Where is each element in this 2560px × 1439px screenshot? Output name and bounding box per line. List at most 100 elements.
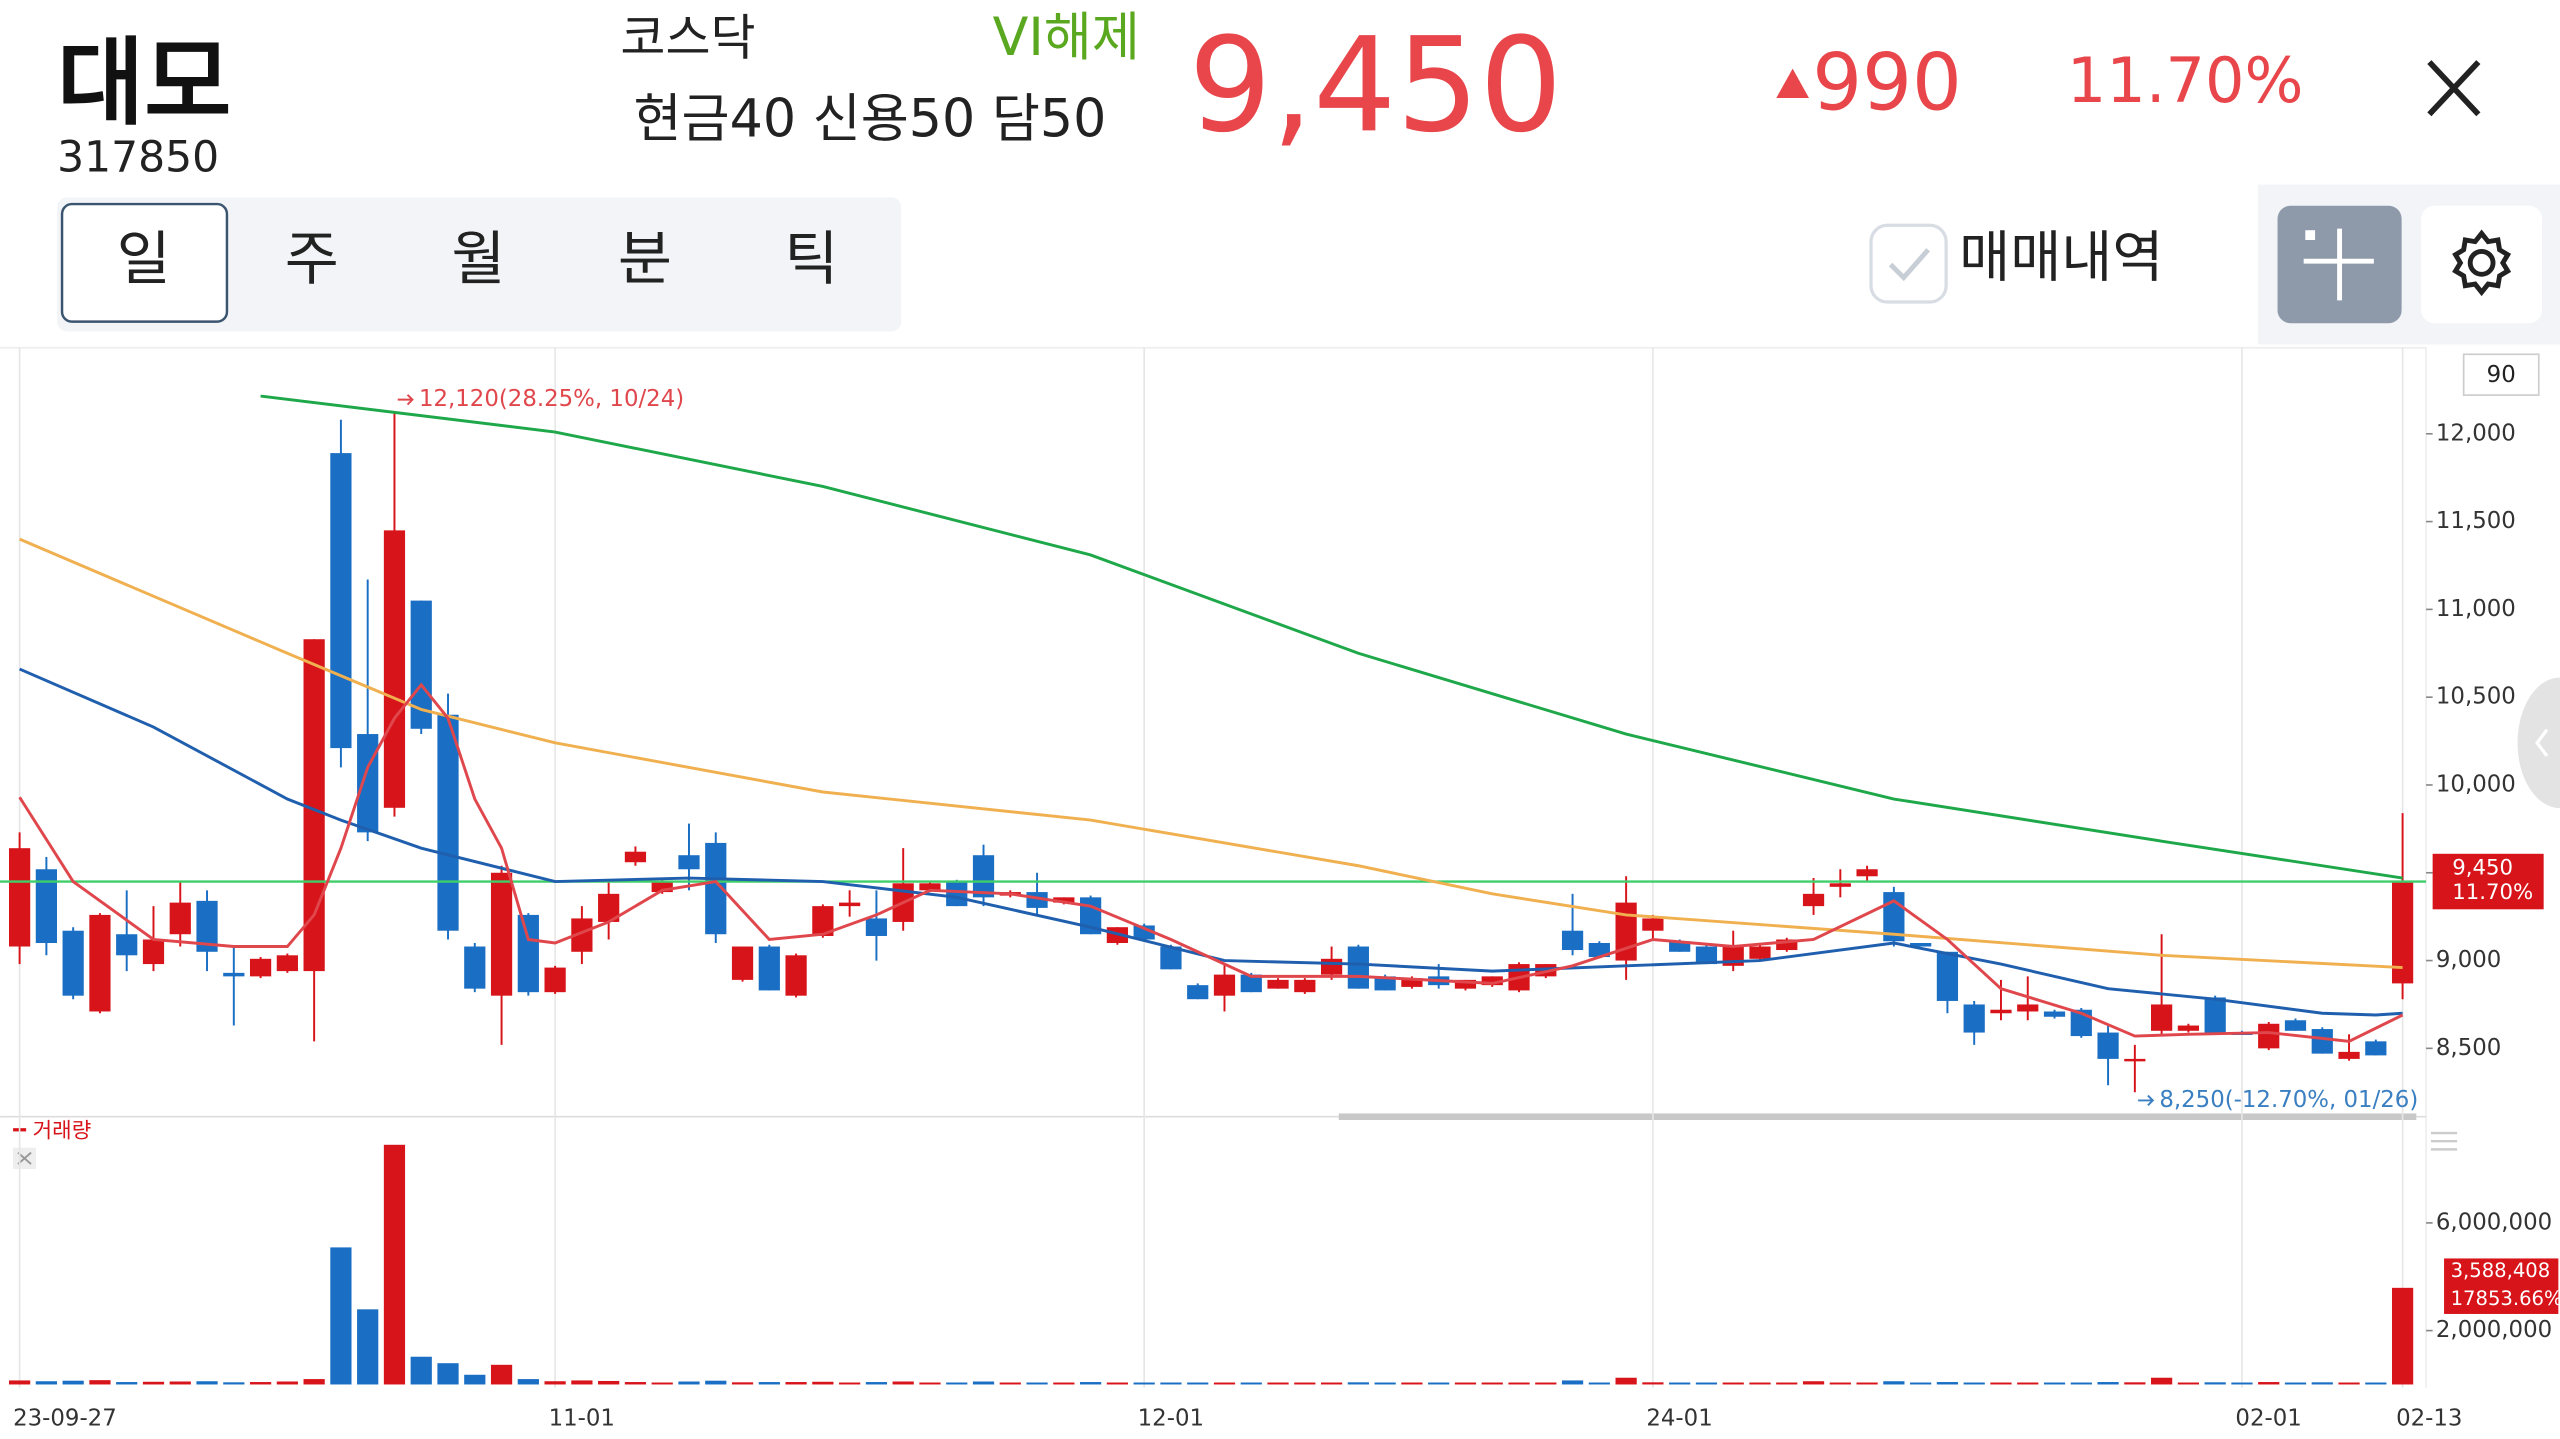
volume-bar <box>1749 1382 1771 1385</box>
candle-body <box>919 883 941 891</box>
moving-average <box>19 667 2403 1017</box>
candle-body <box>678 855 700 870</box>
candle-body <box>2097 1032 2119 1059</box>
candle-body <box>1829 883 1851 887</box>
candle-body <box>1561 930 1584 951</box>
x-tick-label: 02-01 <box>2235 1405 2301 1431</box>
candle-body <box>116 934 138 956</box>
volume-bar <box>383 1144 406 1385</box>
volume-bar <box>1053 1382 1075 1385</box>
candle-body <box>1669 941 1691 952</box>
candle-body <box>2311 1029 2333 1054</box>
volume-bar <box>223 1382 245 1385</box>
tab[interactable]: 틱 <box>784 224 838 293</box>
candle-body <box>2338 1051 2360 1059</box>
close-button[interactable] <box>2427 60 2481 117</box>
volume-bar <box>2070 1382 2092 1385</box>
volume-bar <box>571 1380 593 1385</box>
volume-bar <box>490 1364 513 1385</box>
candle-body <box>1936 951 1959 1001</box>
candle-body <box>330 453 352 749</box>
candle-body <box>276 955 298 972</box>
volume-bar <box>1990 1382 2012 1385</box>
volume-bar <box>2284 1382 2307 1385</box>
scrollbar[interactable] <box>1338 1113 2417 1120</box>
volume-bar <box>1401 1382 1423 1385</box>
volume-bar <box>2258 1382 2280 1385</box>
candle-body <box>517 914 539 993</box>
candle-body <box>1267 979 1289 989</box>
candle-body <box>785 955 807 996</box>
candle-body <box>1133 925 1155 940</box>
period-box[interactable] <box>2462 353 2540 396</box>
tab[interactable]: 주 <box>285 224 339 293</box>
settings-button[interactable] <box>2421 205 2543 324</box>
volume-bar <box>2151 1377 2173 1385</box>
vi-status: VI해제 <box>993 8 1140 68</box>
volume-bar <box>1561 1380 1584 1385</box>
trade-history[interactable]: 매매내역 <box>1959 225 2163 290</box>
volume-bar <box>357 1309 379 1385</box>
volume-box <box>2444 1258 2559 1314</box>
x-tick-label: 11-01 <box>549 1405 615 1431</box>
candle-body <box>2177 1025 2200 1031</box>
candle-body <box>1588 943 1610 958</box>
candle-body <box>946 881 968 907</box>
volume-bar <box>2204 1382 2226 1385</box>
volume-title: 거래량 <box>33 1118 92 1143</box>
candle-body <box>2043 1011 2066 1017</box>
price-box <box>2432 853 2544 910</box>
candle-body <box>223 972 245 977</box>
tab[interactable]: 일 <box>117 224 171 293</box>
volume-bar <box>303 1379 325 1385</box>
volume-box-label: 3,588,408 <box>2451 1259 2551 1282</box>
candle-body <box>464 946 486 989</box>
annotation: 8,250(-12.70%, 01/26) <box>2159 1087 2418 1113</box>
panel-handle[interactable] <box>2431 1131 2458 1151</box>
tab[interactable]: 분 <box>618 224 672 293</box>
candle-body <box>598 893 620 922</box>
candle-body <box>1910 943 1932 947</box>
tab-selected <box>60 202 229 323</box>
price-box-label: 9,450 <box>2452 855 2513 880</box>
volume-bar <box>544 1381 566 1385</box>
volume-bar <box>2043 1382 2066 1385</box>
candle-body <box>1749 946 1771 959</box>
candle-body <box>8 848 31 947</box>
candle-body <box>544 967 566 993</box>
change-rate: 11.70% <box>2067 44 2303 117</box>
volume-bar <box>1963 1382 1985 1385</box>
candle-body <box>383 530 406 808</box>
candle-body <box>1454 979 1477 989</box>
volume-bar <box>169 1381 191 1385</box>
volume-bar <box>1428 1382 1450 1385</box>
checkbox[interactable] <box>1869 223 1948 304</box>
x-tick-label: 02-13 <box>2396 1405 2462 1431</box>
candle-body <box>865 918 888 936</box>
volume-bar <box>464 1374 486 1385</box>
volume-bar <box>2231 1382 2253 1385</box>
volume-bar <box>1615 1377 1637 1385</box>
volume-bar <box>1856 1382 1878 1385</box>
side-handle-arrow <box>2535 728 2549 757</box>
volume-bar <box>1829 1382 1851 1385</box>
volume-bar <box>437 1363 459 1385</box>
candle-body <box>89 914 111 1012</box>
annotation-arrow <box>397 394 414 406</box>
candle-body <box>2258 1023 2280 1049</box>
candle-body <box>410 600 432 729</box>
check-mark <box>1888 248 1930 282</box>
candle-body <box>1160 946 1182 970</box>
volume-bar <box>1133 1382 1155 1385</box>
candle-body <box>624 851 647 863</box>
candle-body <box>758 946 780 991</box>
candle-body <box>1401 978 1423 987</box>
margin-info: 현금40 신용50 담50 <box>633 89 1106 149</box>
price-box-rate: 11.70% <box>2452 880 2533 905</box>
candle-body <box>839 902 861 907</box>
up-arrow <box>1776 68 1809 98</box>
tab[interactable]: 월 <box>451 224 505 293</box>
candle-body <box>303 639 325 972</box>
volume-bar <box>1588 1382 1610 1385</box>
